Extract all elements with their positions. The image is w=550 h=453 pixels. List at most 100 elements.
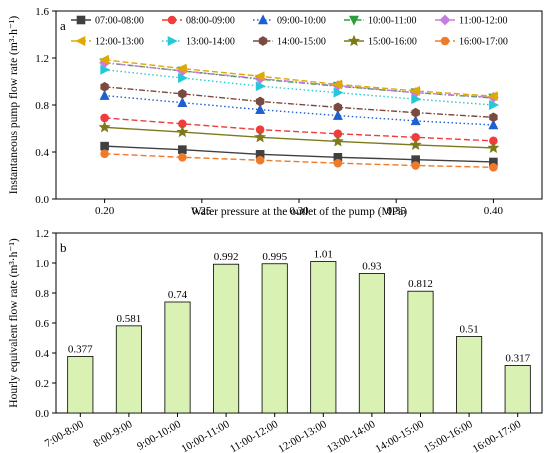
legend-marker-swatch (167, 15, 177, 25)
panel-b-bars: 0.377 0.581 0.74 0.992 0.995 1.01 0.93 0.812 0.5… (67, 249, 531, 414)
panel-a-data-point (178, 152, 187, 162)
panel-b-y-tick-label: 0.4 (35, 348, 49, 360)
panel-a-y-tick-label: 0.4 (35, 147, 49, 159)
panel-a-data-point (178, 72, 189, 83)
legend-label: 10:00-11:00 (368, 16, 417, 27)
panel-b-y-tick-label: 1.0 (35, 258, 49, 270)
panel-a-data-point (333, 102, 343, 113)
legend-marker-swatch (349, 15, 359, 26)
legend-item-12:00-13:00: 12:00-13:00 (71, 36, 144, 48)
legend-label: 14:00-15:00 (277, 37, 326, 48)
legend-label: 12:00-13:00 (95, 37, 144, 48)
panel-a-data-point (98, 54, 109, 65)
panel-a-series-15:00-16:00 (98, 121, 500, 153)
panel-a-letter: a (60, 18, 66, 33)
panel-a-series-line (104, 126, 494, 149)
panel-a-data-point (100, 81, 109, 92)
bar-16:00-17:00 (504, 365, 531, 414)
bar-7:00-8:00 (67, 356, 94, 414)
panel-a-y-tick-label: 0.8 (35, 100, 49, 112)
legend-label: 13:00-14:00 (186, 37, 235, 48)
legend-item-08:00-09:00: 08:00-09:00 (162, 16, 235, 27)
bar-9:00-10:00 (164, 301, 191, 414)
panel-b-y-tick-label: 0.6 (35, 318, 49, 330)
panel-b-y-tick-label: 0.2 (35, 378, 49, 390)
panel-a-data-point (255, 81, 266, 92)
legend-marker-swatch (439, 14, 451, 26)
panel-b-x-tick-label: 11:00-12:00 (228, 418, 281, 453)
legend-item-14:00-15:00: 14:00-15:00 (253, 36, 326, 48)
panel-a-data-point (178, 88, 187, 99)
legend-item-10:00-11:00: 10:00-11:00 (344, 16, 417, 27)
panel-a-legend: 07:00-08:00 08:00-09:00 09:00-10:00 10:00-1… (71, 14, 508, 48)
bar-value-label: 0.317 (505, 352, 530, 364)
panel-a-data-point (410, 115, 421, 126)
panel-a-x-axis-title: Water pressure at the outlet of the pump… (191, 206, 407, 218)
panel-a-data-point (331, 135, 344, 147)
panel-a-data-point (332, 109, 343, 120)
panel-a-x-axis: 0.20 0.25 0.30 0.35 0.40 (95, 199, 504, 217)
panel-a-data-point (176, 125, 189, 138)
panel-b-x-tick-label: 9:00-10:00 (135, 418, 183, 453)
panel-a-x-tick-label: 0.40 (484, 205, 504, 217)
panel-a-series-08:00-09:00 (100, 113, 498, 146)
legend-label: 07:00-08:00 (95, 16, 144, 27)
panel-b-x-tick-label: 12:00-13:00 (276, 418, 329, 453)
panel-a-x-tick-label: 0.30 (289, 205, 309, 217)
panel-a-y-axis: 0.0 0.4 0.8 1.2 1.6 (35, 6, 56, 206)
legend-marker-swatch (258, 14, 268, 25)
panel-a-series-line (104, 62, 494, 99)
bar-value-label: 0.581 (117, 313, 142, 325)
panel-b-x-tick-label: 14:00-15:00 (373, 418, 426, 453)
bar-value-label: 0.992 (214, 251, 239, 263)
panel-a-data-point (178, 145, 187, 154)
panel-b-letter: b (60, 240, 67, 255)
bar-value-label: 0.51 (459, 324, 478, 336)
bar-8:00-9:00 (115, 325, 142, 414)
panel-b-x-tick-label: 15:00-16:00 (422, 418, 475, 453)
panel-a-series-line (104, 145, 494, 163)
bar-14:00-15:00 (407, 290, 434, 414)
bar-15:00-16:00 (456, 336, 483, 414)
panel-a-data-point (99, 89, 110, 100)
panel-a-data-point (487, 91, 498, 102)
panel-b-y-tick-label: 1.2 (35, 228, 49, 240)
panel-a-data-point (255, 96, 265, 107)
panel-a-x-tick-label: 0.35 (387, 205, 407, 217)
panel-a-y-tick-label: 1.2 (35, 53, 49, 65)
panel-a-series-line (104, 94, 494, 126)
panel-b-x-tick-label: 16:00-17:00 (471, 418, 524, 453)
panel-a-data-point (487, 141, 500, 153)
panel-a-series-16:00-17:00 (100, 149, 498, 172)
panel-a-y-axis-title: Instantaneous pump flow rate (m³·h⁻¹) (8, 16, 20, 195)
legend-item-09:00-10:00: 09:00-10:00 (253, 14, 326, 27)
panel-a-series-line (104, 69, 494, 106)
panel-a-data-point (411, 161, 420, 170)
legend-marker-swatch (76, 15, 86, 25)
legend-item-07:00-08:00: 07:00-08:00 (71, 16, 144, 27)
bar-value-label: 0.995 (262, 251, 287, 263)
panel-a-x-tick-label: 0.20 (95, 205, 115, 217)
bar-10:00-11:00 (213, 263, 240, 414)
panel-a-data-point (489, 112, 498, 123)
panel-b-x-tick-label: 7:00-8:00 (43, 418, 86, 450)
legend-item-11:00-12:00: 11:00-12:00 (435, 14, 508, 27)
panel-a-series-line (104, 86, 494, 119)
panel-b-x-tick-label: 8:00-9:00 (91, 418, 134, 450)
legend-label: 08:00-09:00 (186, 16, 235, 27)
bar-13:00-14:00 (358, 273, 385, 414)
panel-a-data-point (489, 162, 498, 172)
panel-a-data-point (100, 64, 111, 75)
panel-a-data-point (254, 131, 267, 143)
panel-a-data-point (176, 63, 187, 74)
panel-a-data-point (409, 138, 422, 151)
legend-marker-swatch (348, 34, 360, 47)
panel-b-x-tick-label: 10:00-11:00 (179, 418, 232, 453)
panel-a-data-point (332, 79, 343, 90)
panel-a-data-point (255, 104, 266, 114)
panel-b-y-axis: 0.0 0.2 0.4 0.6 0.8 1.0 1.2 (35, 228, 56, 420)
panel-a-y-tick-label: 1.6 (35, 6, 49, 18)
bar-11:00-12:00 (261, 263, 288, 414)
panel-a-series-line (104, 62, 494, 99)
